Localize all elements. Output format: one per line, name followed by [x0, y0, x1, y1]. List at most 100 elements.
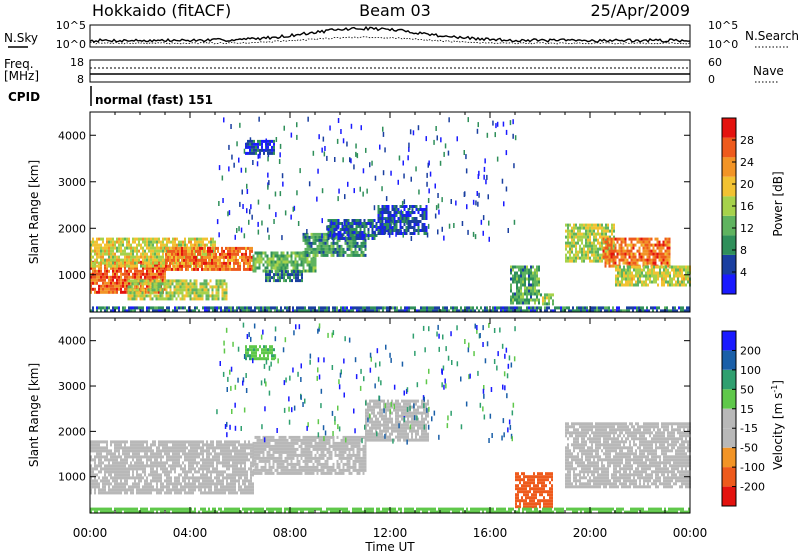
- data-cell: [148, 290, 150, 294]
- data-cell: [359, 228, 362, 231]
- data-cell: [626, 261, 629, 265]
- data-cell: [96, 440, 98, 444]
- data-cell: [178, 240, 180, 244]
- data-cell: [98, 485, 100, 489]
- data-cell: [229, 261, 231, 265]
- data-cell: [110, 264, 112, 268]
- data-cell: [312, 263, 315, 267]
- data-cell: [162, 488, 164, 492]
- data-cell: [104, 446, 106, 450]
- data-cell: [298, 263, 301, 267]
- data-cell: [198, 455, 200, 459]
- data-cell: [259, 153, 261, 159]
- data-cell: [681, 280, 683, 284]
- data-cell: [122, 261, 124, 265]
- data-cell: [92, 243, 94, 247]
- nsky-trace: [89, 25, 691, 43]
- data-cell: [200, 240, 202, 244]
- data-cell: [128, 449, 130, 453]
- data-cell: [387, 214, 390, 217]
- data-cell: [346, 141, 348, 147]
- data-cell: [156, 488, 158, 492]
- data-cell: [92, 278, 94, 282]
- data-cell: [658, 246, 661, 250]
- data-cell: [589, 256, 591, 260]
- data-cell: [397, 229, 400, 232]
- data-cell: [534, 292, 536, 296]
- data-cell: [258, 260, 261, 264]
- data-cell: [116, 488, 118, 492]
- data-cell: [158, 240, 160, 244]
- data-cell: [249, 145, 251, 149]
- data-cell: [306, 241, 309, 245]
- data-cell: [268, 260, 271, 264]
- data-cell: [375, 228, 378, 231]
- data-cell: [110, 455, 112, 459]
- data-cell: [196, 243, 198, 247]
- data-cell: [193, 261, 195, 265]
- data-cell: [273, 273, 275, 277]
- data-cell: [110, 440, 112, 444]
- data-cell: [212, 243, 214, 247]
- data-cell: [641, 271, 643, 275]
- data-cell: [178, 443, 180, 447]
- data-cell: [130, 464, 132, 468]
- data-cell: [386, 309, 388, 313]
- data-cell: [114, 446, 116, 450]
- beam-title: Beam 03: [359, 1, 431, 20]
- data-cell: [120, 252, 122, 256]
- data-cell: [228, 306, 230, 310]
- data-cell: [124, 452, 126, 456]
- data-cell: [599, 253, 601, 257]
- data-cell: [544, 302, 546, 306]
- data-cell: [530, 289, 532, 293]
- data-cell: [134, 272, 136, 276]
- data-cell: [273, 142, 275, 146]
- data-cell: [530, 286, 532, 290]
- data-cell: [222, 198, 224, 203]
- data-cell: [153, 288, 156, 292]
- data-cell: [347, 219, 350, 222]
- data-cell: [638, 249, 641, 253]
- data-cell: [534, 301, 536, 305]
- data-cell: [185, 282, 188, 286]
- data-cell: [668, 252, 671, 256]
- nsky-label: N.Sky: [4, 31, 38, 45]
- data-cell: [186, 470, 188, 474]
- data-cell: [114, 467, 116, 471]
- data-cell: [337, 118, 340, 123]
- data-cell: [122, 306, 124, 310]
- data-cell: [132, 449, 134, 453]
- data-cell: [192, 449, 194, 453]
- data-cell: [281, 276, 283, 280]
- data-cell: [90, 258, 92, 262]
- data-cell: [94, 281, 96, 285]
- data-cell: [637, 268, 639, 272]
- data-cell: [636, 249, 639, 253]
- data-cell: [544, 299, 546, 303]
- data-cell: [124, 249, 126, 253]
- data-cell: [167, 279, 170, 283]
- data-cell: [675, 265, 677, 269]
- data-cell: [180, 482, 182, 486]
- data-cell: [162, 237, 164, 241]
- data-cell: [554, 306, 556, 310]
- data-cell: [90, 309, 92, 313]
- data-cell: [199, 294, 202, 298]
- data-cell: [179, 261, 181, 265]
- data-cell: [104, 266, 106, 270]
- data-cell: [178, 440, 180, 444]
- data-cell: [617, 283, 619, 287]
- data-cell: [262, 306, 264, 310]
- data-cell: [427, 198, 430, 203]
- data-cell: [164, 249, 166, 253]
- data-cell: [186, 485, 188, 489]
- data-cell: [289, 273, 291, 277]
- data-cell: [90, 473, 92, 477]
- data-cell: [150, 485, 152, 489]
- data-cell: [122, 252, 124, 256]
- data-cell: [137, 288, 140, 292]
- data-cell: [322, 241, 325, 245]
- data-cell: [321, 188, 324, 194]
- data-cell: [110, 249, 112, 253]
